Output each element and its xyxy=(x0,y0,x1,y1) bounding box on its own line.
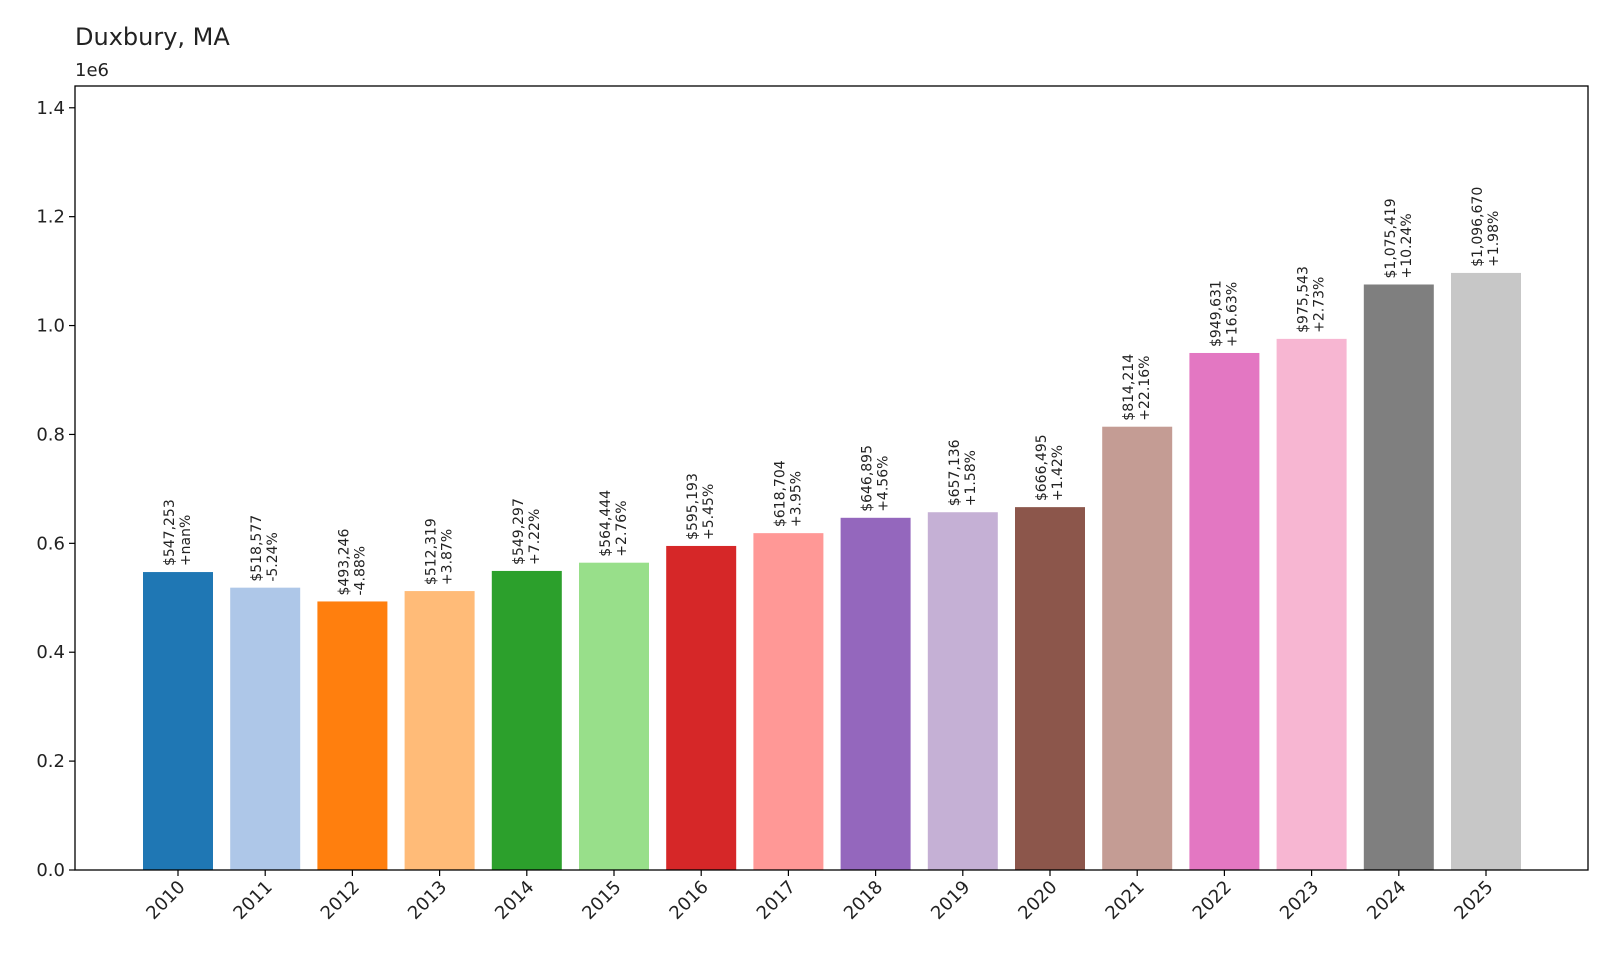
bar-change-label: +7.22% xyxy=(527,509,543,565)
y-tick-label: 0.2 xyxy=(36,751,65,772)
y-tick-label: 1.4 xyxy=(36,98,65,119)
x-tick-label: 2011 xyxy=(229,877,276,924)
bar-value-label: $657,136 xyxy=(947,439,963,506)
bar-label-2017: $618,704 +3.95% xyxy=(772,460,804,527)
bar-change-label: +22.16% xyxy=(1137,356,1153,421)
bar-label-2019: $657,136 +1.58% xyxy=(947,439,979,506)
y-tick-label: 1.2 xyxy=(36,207,65,228)
x-axis: 2010 2011 2012 2013 2014 2015 2016 2017 2018 2019… xyxy=(142,870,1498,924)
plot-frame xyxy=(74,85,1589,871)
x-tick-label: 2016 xyxy=(665,877,712,924)
x-tick-label: 2024 xyxy=(1363,877,1410,924)
x-tick-label: 2025 xyxy=(1450,877,1497,924)
bar-value-label: $666,495 xyxy=(1034,434,1050,501)
chart-title: Duxbury, MA xyxy=(75,23,230,51)
bar-2023 xyxy=(1276,338,1347,870)
bar-label-2014: $549,297 +7.22% xyxy=(511,498,543,565)
bar-2024 xyxy=(1363,284,1434,870)
x-tick-label: 2019 xyxy=(927,877,974,924)
bar-label-2011: $518,577 -5.24% xyxy=(249,515,281,582)
bar-label-2021: $814,214 +22.16% xyxy=(1121,354,1153,421)
bar-value-label: $512,319 xyxy=(424,518,440,585)
y-tick-label: 0.4 xyxy=(36,642,65,663)
bar-value-label: $549,297 xyxy=(511,498,527,565)
bar-2019 xyxy=(927,512,998,870)
bar-2022 xyxy=(1189,352,1260,871)
bar-change-label: +10.24% xyxy=(1399,213,1415,278)
x-tick-label: 2018 xyxy=(840,877,887,924)
bar-2021 xyxy=(1102,426,1173,870)
x-tick-label: 2022 xyxy=(1189,877,1236,924)
y-tick-label: 0.0 xyxy=(36,860,65,881)
bar-label-2010: $547,253 +nan% xyxy=(162,499,194,566)
bar-change-label: +2.73% xyxy=(1312,277,1328,333)
bars-group: $547,253 +nan% $518,577 -5.24% $493,246 -4.88… xyxy=(143,187,1521,871)
x-tick-label: 2023 xyxy=(1276,877,1323,924)
bar-2012 xyxy=(317,601,388,870)
bar-2014 xyxy=(491,570,562,870)
bar-value-label: $493,246 xyxy=(336,529,352,596)
bar-change-label: +2.76% xyxy=(614,500,630,556)
bar-change-label: +5.45% xyxy=(701,484,717,540)
x-tick-label: 2012 xyxy=(317,877,364,924)
bar-label-2016: $595,193 +5.45% xyxy=(685,473,717,540)
bar-change-label: +16.63% xyxy=(1224,282,1240,347)
bar-label-2024: $1,075,419 +10.24% xyxy=(1383,198,1415,278)
bar-change-label: +nan% xyxy=(178,515,194,566)
bar-change-label: -5.24% xyxy=(265,532,281,582)
bar-change-label: +4.56% xyxy=(876,456,892,512)
bar-value-label: $975,543 xyxy=(1296,266,1312,333)
bar-change-label: +1.42% xyxy=(1050,445,1066,501)
bar-label-2013: $512,319 +3.87% xyxy=(424,518,456,585)
y-offset-label: 1e6 xyxy=(75,60,109,81)
bar-label-2025: $1,096,670 +1.98% xyxy=(1470,187,1502,267)
bar-label-2020: $666,495 +1.42% xyxy=(1034,434,1066,501)
x-tick-label: 2014 xyxy=(491,877,538,924)
bar-label-2022: $949,631 +16.63% xyxy=(1208,280,1240,347)
bar-value-label: $547,253 xyxy=(162,499,178,566)
bar-change-label: +1.98% xyxy=(1486,211,1502,267)
bar-change-label: +3.95% xyxy=(788,471,804,527)
x-tick-label: 2021 xyxy=(1101,877,1148,924)
y-tick-label: 0.8 xyxy=(36,424,65,445)
x-tick-label: 2017 xyxy=(753,877,800,924)
bar-change-label: +3.87% xyxy=(440,529,456,585)
bar-value-label: $618,704 xyxy=(772,460,788,527)
bar-change-label: -4.88% xyxy=(352,546,368,596)
bar-value-label: $949,631 xyxy=(1208,280,1224,347)
bar-change-label: +1.58% xyxy=(963,450,979,506)
bar-value-label: $564,444 xyxy=(598,490,614,557)
bar-label-2015: $564,444 +2.76% xyxy=(598,490,630,557)
bar-value-label: $595,193 xyxy=(685,473,701,540)
bar-value-label: $518,577 xyxy=(249,515,265,582)
bar-value-label: $1,075,419 xyxy=(1383,198,1399,278)
bar-label-2023: $975,543 +2.73% xyxy=(1296,266,1328,333)
bar-2013 xyxy=(404,591,475,870)
bar-2017 xyxy=(753,533,824,870)
bar-2011 xyxy=(230,587,301,870)
y-tick-label: 0.6 xyxy=(36,533,65,554)
x-tick-label: 2020 xyxy=(1014,877,1061,924)
x-tick-label: 2013 xyxy=(404,877,451,924)
bar-label-2012: $493,246 -4.88% xyxy=(336,529,368,596)
x-tick-label: 2010 xyxy=(142,877,189,924)
bar-2010 xyxy=(143,572,213,870)
bar-label-2018: $646,895 +4.56% xyxy=(860,445,892,512)
bar-2015 xyxy=(579,562,649,870)
bar-2016 xyxy=(666,545,737,870)
bar-2020 xyxy=(1015,507,1085,870)
bar-value-label: $1,096,670 xyxy=(1470,187,1486,267)
y-tick-label: 1.0 xyxy=(36,316,65,337)
bar-value-label: $814,214 xyxy=(1121,354,1137,421)
bar-2018 xyxy=(840,517,911,870)
bar-2025 xyxy=(1451,272,1521,871)
bar-value-label: $646,895 xyxy=(860,445,876,512)
y-axis: 0.0 0.2 0.4 0.6 0.8 1.0 1.2 1.4 xyxy=(36,98,75,881)
x-tick-label: 2015 xyxy=(578,877,625,924)
